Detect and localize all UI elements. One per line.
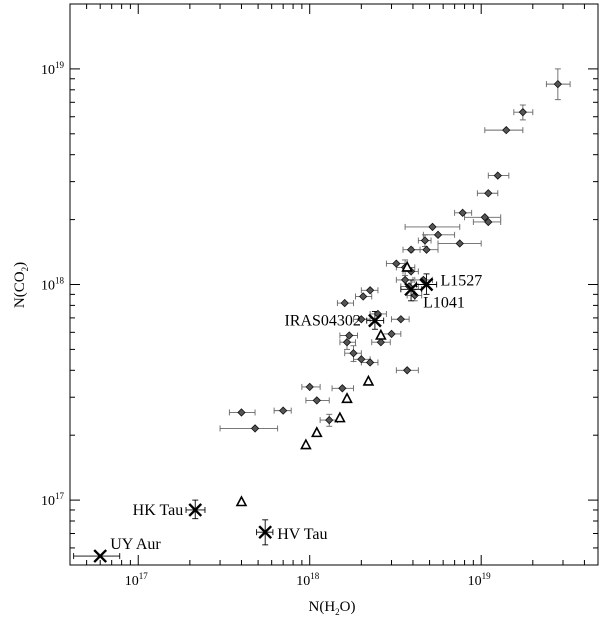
diamond-point [325,415,334,425]
diamond-point [433,230,443,239]
plot-frame [69,3,599,566]
diamond-point [359,292,368,301]
cross-point [258,525,273,540]
cross-stroke [419,277,434,292]
triangle-point [310,426,323,438]
y-tick-label: 1018 [41,276,65,294]
diamond-point [349,349,358,358]
triangle-point [341,392,353,404]
diamond-point [400,275,410,285]
cross-point [368,313,382,328]
diamond-point [345,331,354,340]
diamond-point [338,384,347,393]
point-label: L1041 [423,294,465,311]
diamond-point [376,338,386,347]
diamond-point [455,239,464,248]
diamond-point [484,189,493,198]
diamond-point [420,236,430,245]
diamond-point [357,315,366,324]
axis-ticks [69,3,598,566]
diamond-point [396,315,406,324]
triangle-point [334,411,346,423]
point-label: IRAS04302 [284,313,360,330]
triangle-point [300,438,312,450]
point-label: UY Aur [110,536,161,553]
diamond-point [237,408,246,417]
cross-stroke [368,313,382,328]
point-label: HV Tau [277,526,327,543]
diamond-point [387,329,396,339]
diamond-point [406,245,416,254]
diamond-point [502,125,511,135]
diamond-point [357,355,366,364]
cross-stroke [258,525,273,540]
data-marks [93,79,563,563]
x-tick-label: 1018 [296,571,320,589]
diamond-point [392,259,401,268]
x-tick-label: 1017 [125,571,149,589]
diamond-point [312,396,321,405]
diamond-point [342,338,352,347]
x-axis-label: N(H2O) [309,599,356,617]
diamond-point [458,208,467,217]
diamond-point [518,107,528,117]
diamond-point [365,358,375,367]
point-annotations: L1527 L1041 IRAS04302 HK Tau HV Tau UY Aur [110,273,482,554]
diamond-point [278,406,288,415]
y-axis-label: N(CO2) [12,262,30,308]
diamond-point [305,382,314,392]
diamond-point [250,424,260,433]
cross-stroke [188,503,203,517]
triangle-point [401,260,413,272]
diamond-point [422,245,431,254]
diamond-point [493,171,502,180]
triangle-point [362,374,375,386]
cross-point [188,503,203,517]
triangle-point [375,328,387,340]
diamond-point [340,298,349,308]
cross-stroke [404,282,418,297]
point-label: L1527 [441,273,483,290]
cross-stroke [93,549,108,563]
diamond-point [484,217,493,227]
diamond-point [365,286,375,295]
cross-point [419,277,434,292]
cross-point [404,282,418,297]
tick-labels: 1017 1018 1019 1017 1018 1019 [41,60,491,589]
cross-point [93,549,108,563]
diamond-point [428,222,437,232]
diamond-point [480,213,489,222]
diamond-point [553,79,563,89]
diamond-point [402,366,412,375]
point-label: HK Tau [133,502,184,519]
y-tick-label: 1019 [41,60,65,78]
x-tick-label: 1019 [468,571,492,589]
triangle-point [235,495,248,507]
y-tick-label: 1017 [41,491,65,509]
